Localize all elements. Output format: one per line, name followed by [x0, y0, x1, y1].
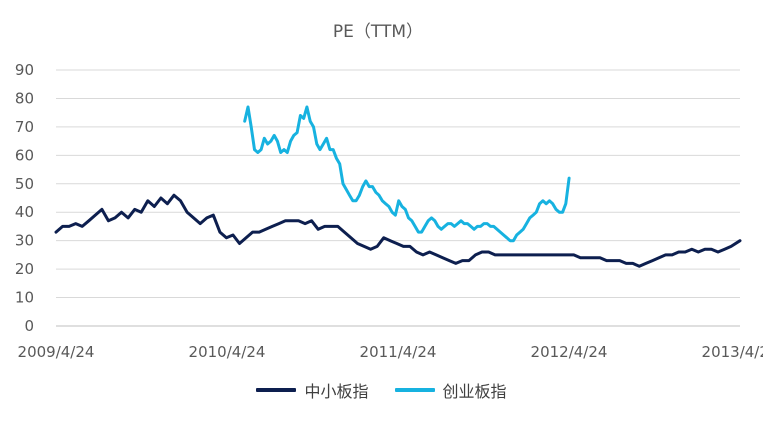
x-tick-label: 2011/4/24	[360, 343, 437, 361]
y-tick-label: 40	[15, 203, 34, 221]
legend-swatch-chinext-index	[394, 388, 435, 392]
x-tick-label: 2012/4/24	[531, 343, 608, 361]
y-tick-label: 50	[15, 175, 34, 193]
y-tick-label: 10	[15, 289, 34, 307]
y-tick-label: 0	[24, 317, 34, 335]
chart-title: PE（TTM）	[333, 22, 423, 42]
y-axis-ticks: 0 10 20 30 40 50 60 70 80 90	[15, 61, 34, 335]
legend-item-chinext-index[interactable]: 创业板指	[394, 378, 507, 402]
y-tick-label: 60	[15, 146, 34, 164]
legend-label-sme-index: 中小板指	[304, 382, 369, 401]
legend-label-chinext-index: 创业板指	[442, 382, 507, 401]
gridlines	[56, 69, 740, 327]
x-axis-ticks: 2009/4/24 2010/4/24 2011/4/24 2012/4/24 2013…	[18, 343, 763, 361]
series-line-chinext-index	[243, 105, 571, 243]
legend-item-sme-index[interactable]: 中小板指	[256, 378, 369, 402]
legend-swatch-sme-index	[256, 388, 297, 392]
y-tick-label: 20	[15, 260, 34, 278]
y-tick-label: 80	[15, 89, 34, 107]
y-tick-label: 70	[15, 118, 34, 136]
x-tick-label: 2009/4/24	[18, 343, 95, 361]
y-tick-label: 30	[15, 232, 34, 250]
series-line-sme-index	[54, 193, 742, 268]
legend: 中小板指 创业板指	[0, 378, 763, 402]
series-lines	[54, 105, 742, 268]
x-tick-label: 2010/4/24	[189, 343, 266, 361]
y-tick-label: 90	[15, 61, 34, 79]
x-tick-label: 2013/4/24	[702, 343, 763, 361]
